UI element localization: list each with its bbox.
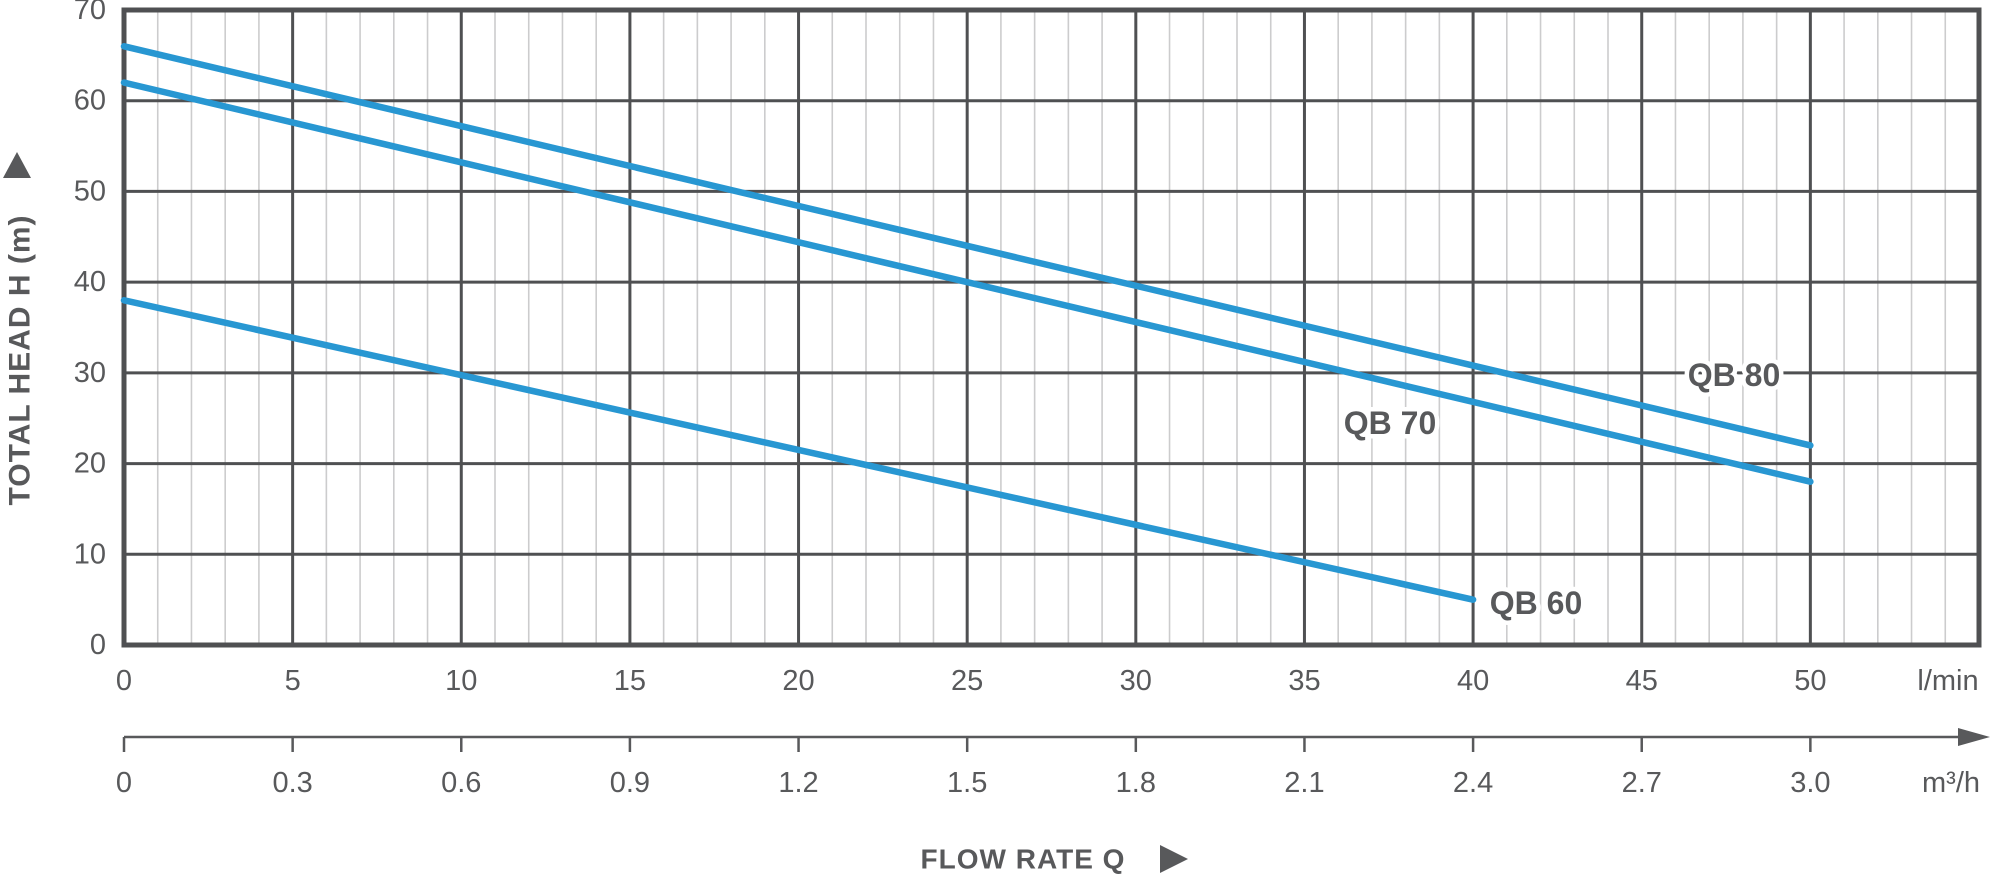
plot-border	[121, 7, 1982, 648]
x-tick-label-m3h: 1.2	[778, 767, 818, 799]
y-tick-label: 20	[74, 448, 106, 480]
x-tick-label-m3h: 1.5	[947, 767, 987, 799]
y-tick-label: 40	[74, 266, 106, 298]
y-axis-title: TOTAL HEAD H (m)	[4, 215, 37, 506]
x-tick-label-lmin: 15	[614, 665, 646, 697]
x-tick-label-m3h: 0	[116, 767, 132, 799]
y-tick-label: 10	[74, 538, 106, 570]
flow-direction-arrow-icon	[1160, 845, 1188, 873]
secondary-axis-arrow-icon	[1958, 728, 1990, 746]
x-tick-label-m3h: 3.0	[1790, 767, 1830, 799]
x-tick-label-m3h: 0.3	[272, 767, 312, 799]
curve-label-qb60: QB 60	[1490, 585, 1582, 621]
x-tick-label-lmin: 35	[1288, 665, 1320, 697]
curve-label-qb70: QB 70	[1344, 405, 1436, 441]
x-tick-label-m3h: 2.7	[1622, 767, 1662, 799]
x-tick-label-lmin: 45	[1626, 665, 1658, 697]
y-tick-label: 50	[74, 175, 106, 207]
x-tick-label-m3h: 2.1	[1284, 767, 1324, 799]
x-axis-title: FLOW RATE Q	[921, 844, 1126, 875]
x-tick-label-lmin: 0	[116, 665, 132, 697]
head-direction-arrow-icon	[3, 152, 31, 178]
curve-label-qb80: QB 80	[1688, 357, 1780, 393]
curve-qb70	[120, 79, 1814, 485]
y-tick-label: 60	[74, 85, 106, 117]
x-tick-label-lmin: 50	[1794, 665, 1826, 697]
y-tick-label: 30	[74, 357, 106, 389]
x-tick-label-m3h: 2.4	[1453, 767, 1493, 799]
x-axis-unit-m3h: m³/h	[1922, 767, 1980, 799]
x-axis-unit-lmin: l/min	[1917, 665, 1978, 697]
x-tick-label-lmin: 10	[445, 665, 477, 697]
curve-qb60	[120, 297, 1477, 603]
x-tick-label-m3h: 0.9	[610, 767, 650, 799]
x-tick-label-lmin: 5	[285, 665, 301, 697]
x-tick-label-lmin: 25	[951, 665, 983, 697]
y-tick-label: 0	[90, 629, 106, 661]
curve-qb80	[120, 43, 1814, 449]
x-tick-label-m3h: 1.8	[1116, 767, 1156, 799]
y-tick-label: 70	[74, 0, 106, 26]
x-tick-label-lmin: 20	[782, 665, 814, 697]
x-tick-label-lmin: 30	[1120, 665, 1152, 697]
x-tick-label-m3h: 0.6	[441, 767, 481, 799]
x-tick-label-lmin: 40	[1457, 665, 1489, 697]
